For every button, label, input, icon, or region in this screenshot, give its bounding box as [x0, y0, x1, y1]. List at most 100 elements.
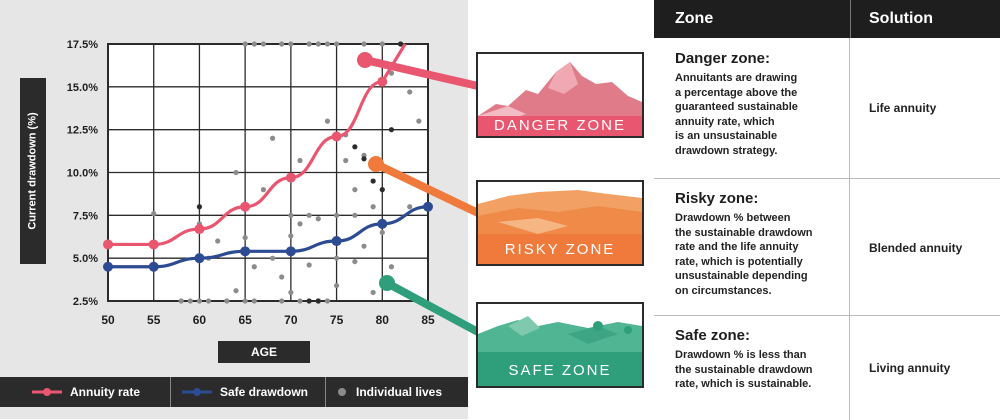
individual-life-point: [279, 274, 285, 280]
individual-life-point: [407, 204, 413, 210]
individual-life-point: [297, 221, 303, 227]
individual-life-point: [205, 298, 212, 304]
x-tick-label: 55: [147, 313, 161, 327]
individual-life-point: [251, 264, 257, 270]
individual-life-point: [279, 298, 285, 304]
individual-life-point: [288, 212, 294, 218]
description-line: on circumstances.: [675, 284, 772, 297]
individual-life-point: [151, 211, 157, 217]
x-tick-label: 75: [330, 313, 344, 327]
risky-zone-image: RISKY ZONE: [476, 180, 644, 266]
individual-life-point: [306, 262, 312, 268]
safe-rate-point: [240, 246, 251, 257]
individual-life-point: [379, 187, 385, 193]
description-line: the sustainable drawdown: [675, 363, 813, 376]
safe-rate-point: [423, 201, 433, 212]
description-line: rate, which is sustainable.: [675, 378, 812, 390]
table-row-risky: Risky zone: Drawdown % between the susta…: [654, 178, 1000, 316]
danger-zone-cell: Danger zone: Annuitants are drawing a pe…: [654, 38, 850, 178]
individual-life-point: [361, 41, 367, 47]
risky-zone-cell: Risky zone: Drawdown % between the susta…: [654, 179, 850, 316]
annuity-rate-point: [331, 131, 342, 142]
individual-life-point: [260, 187, 267, 193]
y-tick-label: 12.5%: [67, 125, 98, 137]
individual-life-point: [379, 229, 385, 236]
individual-life-point: [242, 298, 248, 304]
annuity-rate-point: [103, 239, 113, 250]
x-axis-title: AGE: [218, 341, 310, 363]
description-line: annuity rate, which: [675, 115, 775, 128]
description-line: rate and the life annuity: [675, 241, 799, 253]
safe-rate-point: [103, 261, 113, 272]
legend: Annuity rate Safe drawdown Individual li…: [0, 377, 468, 407]
description-line: the sustainable drawdown: [675, 226, 813, 239]
individual-life-point: [352, 258, 358, 265]
header-divider: [850, 0, 851, 38]
individual-life-point: [388, 264, 395, 270]
individual-life-point: [288, 41, 294, 47]
legend-annuity: Annuity rate: [32, 377, 140, 407]
individual-life-point: [224, 298, 230, 304]
individual-life-point: [233, 288, 239, 294]
individual-life-point: [315, 216, 321, 222]
individual-life-point: [370, 289, 376, 296]
x-tick-label: 85: [421, 313, 435, 327]
table-row-danger: Danger zone: Annuitants are drawing a pe…: [654, 38, 1000, 178]
danger-zone-solution: Life annuity: [869, 101, 937, 115]
description-line: is an unsustainable: [675, 130, 778, 142]
description-line: unsustainable depending: [675, 270, 808, 282]
safe-rate-point: [377, 218, 388, 229]
individual-life-point: [269, 255, 276, 261]
individual-life-point: [196, 298, 203, 304]
risky-zone-label: RISKY ZONE: [504, 241, 616, 258]
individual-life-point: [370, 178, 376, 184]
x-tick-label: 80: [376, 313, 390, 327]
annuity-rate-point: [285, 172, 296, 183]
individual-life-point: [352, 144, 358, 150]
individual-life-point: [196, 204, 203, 210]
legend-annuity-label: Annuity rate: [70, 385, 141, 399]
individual-life-point: [352, 187, 358, 193]
individual-life-point: [251, 298, 257, 304]
individual-life-point: [306, 41, 312, 47]
individual-life-point: [333, 41, 340, 47]
individual-life-point: [315, 41, 321, 47]
danger-zone-description: Annuitants are drawing a percentage abov…: [675, 71, 845, 158]
individual-life-point: [352, 212, 358, 218]
y-tick-label: 17.5%: [67, 39, 98, 51]
legend-lives-label: Individual lives: [356, 385, 443, 399]
x-tick-label: 65: [238, 313, 252, 327]
risky-zone-description: Drawdown % between the sustainable drawd…: [675, 211, 845, 298]
legend-safe: Safe drawdown: [182, 377, 308, 407]
zone-table: Zone Solution Danger zone: Annuitants ar…: [654, 0, 1000, 420]
description-line: drawdown strategy.: [675, 144, 778, 157]
description-line: a percentage above the: [675, 86, 798, 99]
individual-life-point: [178, 298, 184, 304]
individual-life-point: [361, 156, 367, 162]
legend-lives-marker: [338, 388, 346, 396]
individual-life-point: [343, 157, 349, 164]
individual-life-point: [397, 41, 404, 47]
individual-life-point: [324, 118, 331, 124]
safe-rate-point: [194, 253, 205, 264]
danger-zone-label: DANGER ZONE: [493, 117, 626, 134]
individual-life-point: [324, 41, 331, 47]
individual-life-point: [407, 89, 413, 95]
individual-life-point: [297, 157, 303, 164]
y-tick-label: 7.5%: [73, 210, 98, 222]
safe-zone-cell: Safe zone: Drawdown % is less than the s…: [654, 316, 850, 420]
annuity-rate-point: [377, 76, 388, 87]
individual-life-point: [215, 238, 221, 244]
description-line: guaranteed sustainable: [675, 101, 798, 113]
individual-life-point: [333, 255, 340, 261]
individual-life-point: [306, 212, 312, 218]
individual-life-point: [379, 164, 385, 170]
individual-life-point: [333, 282, 340, 289]
y-tick-label: 10.0%: [67, 168, 98, 180]
green-hills-icon: [478, 304, 642, 386]
individual-life-point: [306, 298, 312, 304]
danger-zone-title: Danger zone:: [675, 50, 771, 67]
legend-divider: [325, 377, 326, 407]
safe-zone-label: SAFE ZONE: [508, 362, 612, 379]
annuity-rate-point: [240, 201, 251, 212]
